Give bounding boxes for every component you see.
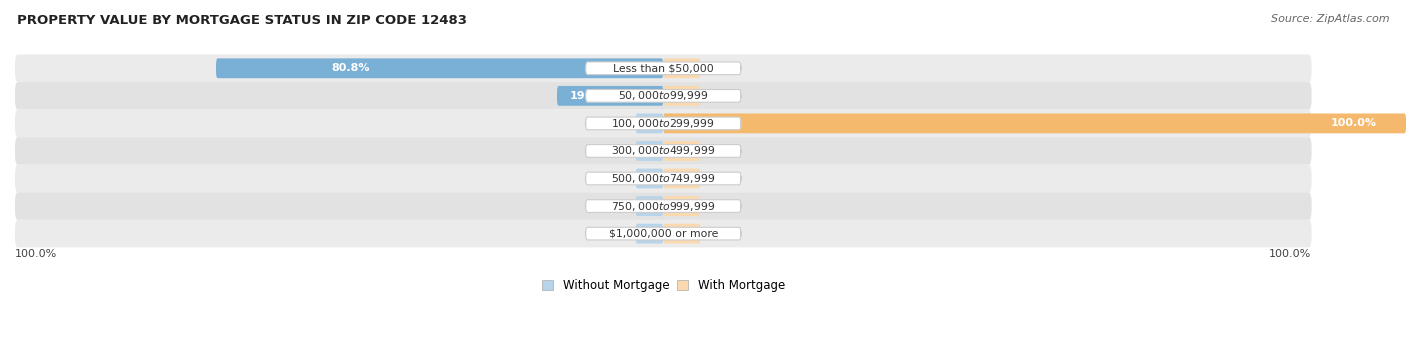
Text: $300,000 to $499,999: $300,000 to $499,999 (612, 144, 716, 157)
Text: $500,000 to $749,999: $500,000 to $749,999 (612, 172, 716, 185)
FancyBboxPatch shape (15, 54, 1312, 82)
FancyBboxPatch shape (636, 196, 664, 216)
Text: 0.0%: 0.0% (703, 63, 733, 73)
FancyBboxPatch shape (557, 86, 664, 106)
Text: PROPERTY VALUE BY MORTGAGE STATUS IN ZIP CODE 12483: PROPERTY VALUE BY MORTGAGE STATUS IN ZIP… (17, 14, 467, 27)
Text: 100.0%: 100.0% (1270, 249, 1312, 259)
FancyBboxPatch shape (664, 114, 1406, 133)
FancyBboxPatch shape (585, 200, 741, 212)
Text: $50,000 to $99,999: $50,000 to $99,999 (619, 89, 709, 102)
FancyBboxPatch shape (585, 62, 741, 74)
FancyBboxPatch shape (664, 141, 700, 161)
FancyBboxPatch shape (15, 137, 1312, 165)
FancyBboxPatch shape (15, 109, 1312, 137)
Text: 0.0%: 0.0% (605, 118, 633, 129)
FancyBboxPatch shape (15, 192, 1312, 220)
FancyBboxPatch shape (585, 144, 741, 157)
Text: 0.0%: 0.0% (703, 201, 733, 211)
FancyBboxPatch shape (585, 117, 741, 130)
Text: 19.2%: 19.2% (569, 91, 609, 101)
Text: 100.0%: 100.0% (1330, 118, 1376, 129)
Text: $750,000 to $999,999: $750,000 to $999,999 (612, 200, 716, 212)
FancyBboxPatch shape (664, 58, 700, 78)
Text: Less than $50,000: Less than $50,000 (613, 63, 714, 73)
Text: 0.0%: 0.0% (605, 228, 633, 239)
Text: Source: ZipAtlas.com: Source: ZipAtlas.com (1271, 14, 1389, 23)
FancyBboxPatch shape (585, 89, 741, 102)
FancyBboxPatch shape (636, 224, 664, 243)
FancyBboxPatch shape (636, 141, 664, 161)
FancyBboxPatch shape (664, 196, 700, 216)
FancyBboxPatch shape (664, 169, 700, 188)
Text: 80.8%: 80.8% (330, 63, 370, 73)
FancyBboxPatch shape (585, 172, 741, 185)
Text: 0.0%: 0.0% (703, 228, 733, 239)
FancyBboxPatch shape (585, 227, 741, 240)
Text: $1,000,000 or more: $1,000,000 or more (609, 228, 718, 239)
FancyBboxPatch shape (664, 86, 700, 106)
Text: 0.0%: 0.0% (605, 173, 633, 184)
FancyBboxPatch shape (15, 165, 1312, 192)
Text: 0.0%: 0.0% (703, 146, 733, 156)
FancyBboxPatch shape (664, 224, 700, 243)
FancyBboxPatch shape (15, 82, 1312, 109)
Text: 0.0%: 0.0% (703, 173, 733, 184)
FancyBboxPatch shape (217, 58, 664, 78)
Legend: Without Mortgage, With Mortgage: Without Mortgage, With Mortgage (541, 279, 785, 292)
Text: 0.0%: 0.0% (605, 201, 633, 211)
FancyBboxPatch shape (636, 169, 664, 188)
Text: $100,000 to $299,999: $100,000 to $299,999 (612, 117, 716, 130)
FancyBboxPatch shape (636, 114, 664, 133)
Text: 0.0%: 0.0% (605, 146, 633, 156)
Text: 100.0%: 100.0% (15, 249, 58, 259)
FancyBboxPatch shape (15, 220, 1312, 248)
Text: 0.0%: 0.0% (703, 91, 733, 101)
